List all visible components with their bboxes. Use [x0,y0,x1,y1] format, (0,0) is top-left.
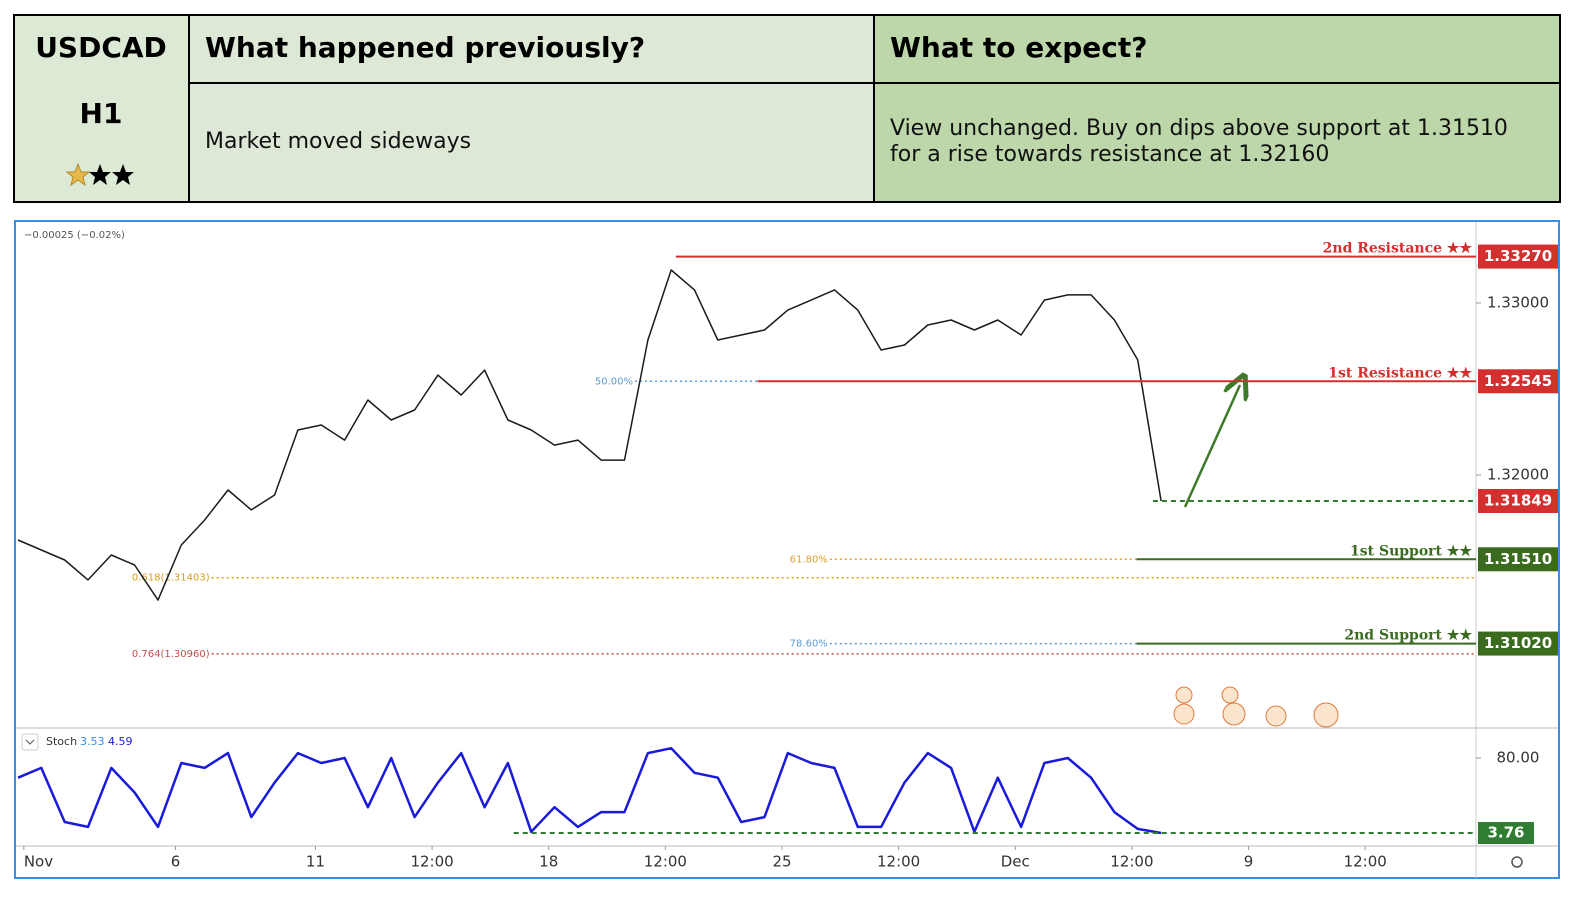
summary-table: USDCAD H1 What happened previously? What… [13,14,1561,203]
previous-text: Market moved sideways [205,129,471,154]
level-badge-label: 1.31510 [1484,550,1552,568]
forecast-arrow [1183,385,1240,508]
y-tick-label: 1.33000 [1487,294,1549,312]
indicator-reading: 3.53 [80,735,105,748]
level-badge-label: 1.33270 [1484,247,1552,265]
level-badge [1478,369,1558,394]
fib-label: 78.60% [790,639,828,650]
fib-label: 50.00% [595,376,633,387]
level-badge [1478,244,1558,269]
level-name: 1st Support ★★ [1350,543,1472,559]
timeframe: H1 [80,97,123,130]
cell [189,15,874,202]
table-border [13,14,1561,203]
rating-stars [65,162,134,187]
level-badge [1478,547,1558,572]
subtitle: −0.00025 (−0.02%) [24,230,125,241]
level-name: 2nd Resistance ★★ [1323,241,1473,257]
symbol: USDCAD [35,31,167,64]
chart-frame [14,220,1560,879]
level-badge [1478,488,1558,513]
cell [874,15,1560,202]
indicator-title: Stoch [46,735,77,748]
x-tick-label: 18 [539,853,558,871]
expectation-text: for a rise towards resistance at 1.32160 [890,142,1329,167]
x-tick-label: 9 [1244,853,1254,871]
level-badge-label: 1.31020 [1484,634,1552,652]
x-tick-label: 12:00 [644,853,687,871]
x-tick-label: 25 [772,853,791,871]
x-tick-label: 12:00 [877,853,920,871]
settings-button[interactable] [1511,856,1523,868]
fib-label: 0.764(1.30960) [132,649,210,660]
level-badge-label: 1.31849 [1484,491,1552,509]
x-tick-label: Dec [1001,853,1030,871]
data-line [17,269,1162,601]
x-tick-label: 12:00 [410,853,453,871]
fib-label: 61.80% [790,554,828,565]
x-tick-label: 12:00 [1344,853,1387,871]
level-badge [1478,631,1558,656]
header: What happened previously? [205,31,645,64]
indicator-reading: 4.59 [108,735,133,748]
level-name: 2nd Support ★★ [1344,628,1472,644]
expectation-text: View unchanged. Buy on dips above suppor… [890,116,1508,141]
level-name: 1st Resistance ★★ [1328,365,1472,381]
value-badge [1478,822,1534,845]
x-tick-label: 12:00 [1110,853,1153,871]
event-icons [1173,686,1339,728]
x-tick-label: 11 [306,853,325,871]
chevron [25,739,35,745]
data-line [17,746,1162,835]
x-tick-label: Nov [24,853,53,871]
x-tick-label: 6 [171,853,181,871]
collapse-button[interactable] [21,733,39,751]
header: What to expect? [890,31,1148,64]
value-badge-label: 3.76 [1487,824,1524,842]
y-tick-label: 80.00 [1497,749,1540,767]
y-tick-label: 1.32000 [1487,466,1549,484]
fib-label: 0.618(1.31403) [132,573,210,584]
level-badge-label: 1.32545 [1484,372,1552,390]
